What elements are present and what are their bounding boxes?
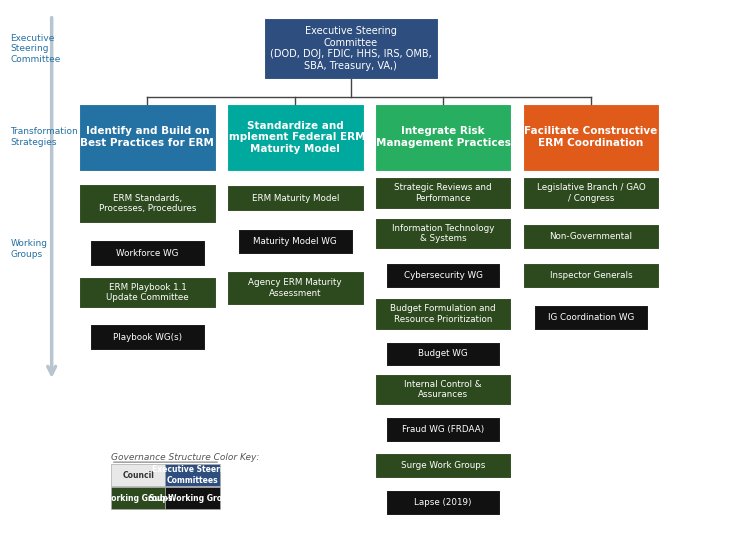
Text: Integrate Risk
Management Practices: Integrate Risk Management Practices <box>375 127 510 148</box>
FancyBboxPatch shape <box>386 417 500 441</box>
FancyBboxPatch shape <box>165 464 220 486</box>
Text: Cybersecurity WG: Cybersecurity WG <box>404 271 482 280</box>
Text: IG Coordination WG: IG Coordination WG <box>548 313 634 322</box>
FancyBboxPatch shape <box>375 177 511 209</box>
Text: Strategic Reviews and
Performance: Strategic Reviews and Performance <box>394 183 492 203</box>
Text: Executive Steering
Committee
(DOD, DOJ, FDIC, HHS, IRS, OMB,
SBA, Treasury, VA,): Executive Steering Committee (DOD, DOJ, … <box>270 26 432 71</box>
FancyBboxPatch shape <box>386 490 500 515</box>
Text: Non-Governmental: Non-Governmental <box>549 232 632 241</box>
Text: Agency ERM Maturity
Assessment: Agency ERM Maturity Assessment <box>249 278 342 298</box>
Text: Sub-Working Groups: Sub-Working Groups <box>148 494 237 503</box>
Text: Budget Formulation and
Resource Prioritization: Budget Formulation and Resource Prioriti… <box>390 305 496 324</box>
FancyBboxPatch shape <box>533 305 649 329</box>
Text: Working
Groups: Working Groups <box>10 239 47 259</box>
Text: Council: Council <box>122 471 154 479</box>
Text: Executive Steering
Committees: Executive Steering Committees <box>152 465 234 485</box>
FancyBboxPatch shape <box>79 184 216 223</box>
FancyBboxPatch shape <box>79 104 216 171</box>
Text: Legislative Branch / GAO
/ Congress: Legislative Branch / GAO / Congress <box>536 183 646 203</box>
FancyBboxPatch shape <box>375 104 511 171</box>
Text: ERM Standards,
Processes, Procedures: ERM Standards, Processes, Procedures <box>99 194 196 214</box>
Text: Executive
Steering
Committee: Executive Steering Committee <box>10 34 61 64</box>
FancyBboxPatch shape <box>375 299 511 329</box>
Text: ERM Playbook 1.1
Update Committee: ERM Playbook 1.1 Update Committee <box>106 283 188 302</box>
FancyBboxPatch shape <box>375 374 511 405</box>
Text: Standardize and
Implement Federal ERM
Maturity Model: Standardize and Implement Federal ERM Ma… <box>225 121 366 154</box>
Text: Information Technology
& Systems: Information Technology & Systems <box>392 223 494 243</box>
Text: Lapse (2019): Lapse (2019) <box>414 498 472 507</box>
FancyBboxPatch shape <box>386 341 500 366</box>
Text: Workforce WG: Workforce WG <box>116 249 179 258</box>
FancyBboxPatch shape <box>227 270 364 306</box>
FancyBboxPatch shape <box>522 263 660 288</box>
FancyBboxPatch shape <box>522 177 660 209</box>
FancyBboxPatch shape <box>375 453 511 478</box>
FancyBboxPatch shape <box>227 186 364 212</box>
FancyBboxPatch shape <box>90 324 205 350</box>
FancyBboxPatch shape <box>386 263 500 288</box>
Text: Inspector Generals: Inspector Generals <box>550 271 632 280</box>
FancyBboxPatch shape <box>264 17 438 80</box>
Text: ERM Maturity Model: ERM Maturity Model <box>252 194 339 203</box>
Text: Facilitate Constructive
ERM Coordination: Facilitate Constructive ERM Coordination <box>525 127 657 148</box>
Text: Fraud WG (FRDAA): Fraud WG (FRDAA) <box>402 425 485 434</box>
FancyBboxPatch shape <box>238 228 352 254</box>
FancyBboxPatch shape <box>375 218 511 249</box>
Text: Identify and Build on
Best Practices for ERM: Identify and Build on Best Practices for… <box>80 127 214 148</box>
FancyBboxPatch shape <box>522 224 660 249</box>
Text: Transformation
Strategies: Transformation Strategies <box>10 127 78 147</box>
Text: Playbook WG(s): Playbook WG(s) <box>113 333 182 342</box>
FancyBboxPatch shape <box>111 464 165 486</box>
FancyBboxPatch shape <box>522 104 660 171</box>
Text: Budget WG: Budget WG <box>418 349 468 359</box>
FancyBboxPatch shape <box>227 104 364 171</box>
FancyBboxPatch shape <box>111 487 165 509</box>
Text: Surge Work Groups: Surge Work Groups <box>401 461 485 470</box>
FancyBboxPatch shape <box>79 277 216 308</box>
FancyArrowPatch shape <box>47 18 56 374</box>
Text: Internal Control &
Assurances: Internal Control & Assurances <box>404 380 482 399</box>
Text: Working Groups: Working Groups <box>103 494 173 503</box>
Text: Governance Structure Color Key:: Governance Structure Color Key: <box>111 453 259 462</box>
Text: Maturity Model WG: Maturity Model WG <box>254 237 337 246</box>
FancyBboxPatch shape <box>165 487 220 509</box>
FancyBboxPatch shape <box>90 240 205 266</box>
